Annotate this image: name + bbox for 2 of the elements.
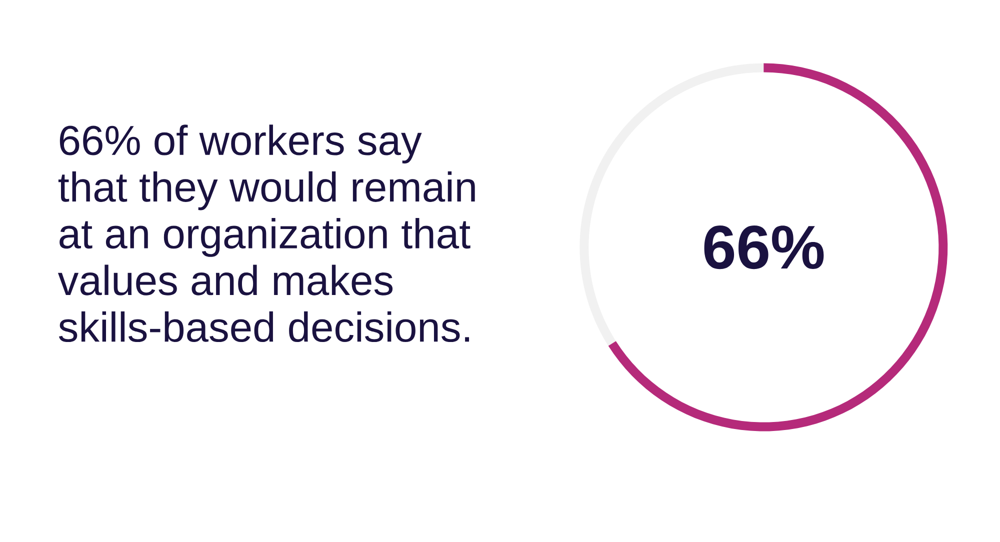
text: 66% of workers say that they would remain at an organization that values and makes skills-based decisions. (58, 124, 475, 342)
data-label: 66% (704, 225, 824, 269)
